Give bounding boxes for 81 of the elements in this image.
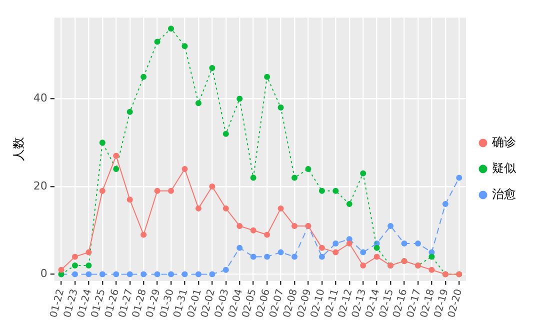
point <box>250 174 256 181</box>
point <box>236 244 243 251</box>
point <box>209 184 216 190</box>
point <box>305 166 312 172</box>
legend-label: 治愈 <box>492 187 516 202</box>
y-tick-label: 0 <box>40 267 48 280</box>
point <box>140 232 147 238</box>
point <box>442 201 448 208</box>
point <box>86 262 92 268</box>
point <box>113 152 120 159</box>
point <box>318 188 325 194</box>
point <box>113 271 120 278</box>
point <box>236 222 243 229</box>
point <box>222 205 229 212</box>
x-tick-label: 02-20 <box>446 288 465 319</box>
point <box>72 271 78 278</box>
point <box>72 262 78 268</box>
point <box>209 271 216 278</box>
point <box>154 38 160 45</box>
point <box>346 201 352 208</box>
point <box>360 170 366 176</box>
y-tick-label: 20 <box>33 179 48 192</box>
point <box>388 222 394 229</box>
point <box>58 266 64 273</box>
point <box>250 227 256 234</box>
point <box>456 174 462 181</box>
point <box>209 65 216 72</box>
point <box>264 254 270 260</box>
point <box>182 271 188 278</box>
point <box>195 100 202 106</box>
point <box>195 205 202 212</box>
point <box>360 249 366 256</box>
point <box>374 244 380 251</box>
point <box>222 266 229 273</box>
point <box>154 271 160 278</box>
point <box>292 174 298 181</box>
point <box>154 188 160 194</box>
point <box>168 271 174 278</box>
point <box>195 271 202 278</box>
point <box>126 108 133 115</box>
point <box>401 240 408 247</box>
point <box>140 271 147 278</box>
point <box>264 74 270 80</box>
point <box>374 254 380 260</box>
point <box>99 140 106 146</box>
point <box>278 205 284 212</box>
point <box>126 196 133 203</box>
point <box>99 271 106 278</box>
y-axis-title: 人数 <box>11 137 26 162</box>
point <box>86 271 92 278</box>
point <box>168 26 174 32</box>
point <box>182 43 188 50</box>
point <box>414 240 421 247</box>
point <box>182 166 188 172</box>
point <box>428 266 435 273</box>
point <box>360 262 366 268</box>
point <box>332 188 339 194</box>
point <box>99 188 106 194</box>
point <box>264 232 270 238</box>
point <box>318 244 325 251</box>
point <box>332 249 339 256</box>
point <box>332 240 339 247</box>
point <box>86 249 92 256</box>
point <box>292 222 298 229</box>
point <box>126 271 133 278</box>
point <box>250 254 256 260</box>
point <box>346 240 352 247</box>
legend-label: 确诊 <box>491 135 516 150</box>
point <box>292 254 298 260</box>
legend-label: 疑似 <box>492 161 516 176</box>
point <box>140 74 147 80</box>
point <box>168 188 174 194</box>
point <box>113 166 120 172</box>
point <box>318 254 325 260</box>
point <box>278 104 284 111</box>
point <box>236 96 243 102</box>
point <box>222 130 229 137</box>
point <box>278 249 284 256</box>
point <box>428 254 435 260</box>
point <box>72 254 78 260</box>
y-tick-label: 40 <box>33 92 48 105</box>
